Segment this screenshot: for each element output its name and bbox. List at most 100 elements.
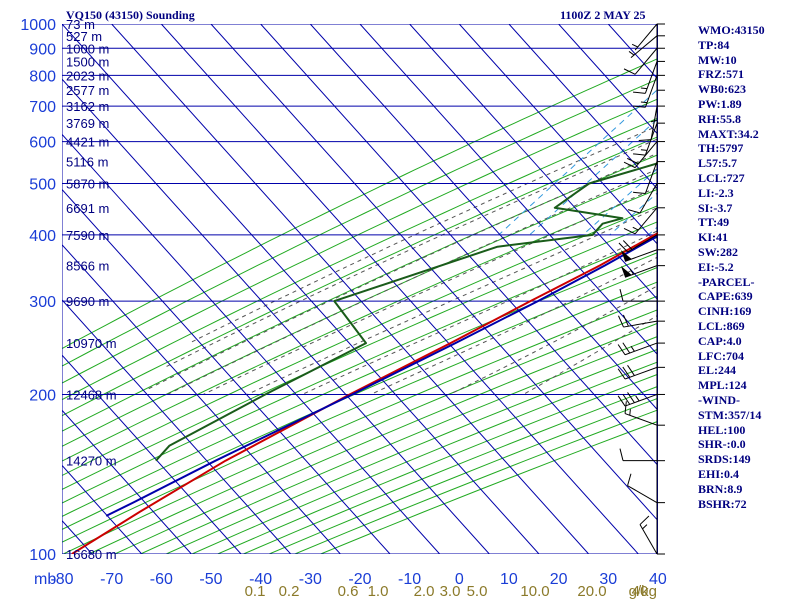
isotherm bbox=[62, 78, 490, 554]
pressure-tick-label: 600 bbox=[29, 135, 56, 152]
dry-adiabat bbox=[87, 309, 658, 554]
pressure-tick-label: 500 bbox=[29, 177, 56, 194]
barb-flag bbox=[618, 315, 624, 328]
pressure-tick-label: 800 bbox=[29, 68, 56, 85]
barb-staff bbox=[634, 23, 658, 51]
barb-staff bbox=[644, 61, 658, 94]
height-label: 1000 m bbox=[66, 41, 109, 56]
barb-half-flag bbox=[629, 409, 631, 416]
index-item: WMO:43150 bbox=[698, 23, 765, 37]
isotherm bbox=[359, 24, 658, 356]
index-item: KI:41 bbox=[698, 230, 728, 245]
wind-barb bbox=[631, 23, 665, 51]
height-label: 10970 m bbox=[66, 336, 117, 351]
barb-flag bbox=[627, 392, 635, 403]
height-label: 3769 m bbox=[66, 116, 109, 131]
pressure-tick-label: 100 bbox=[29, 547, 56, 564]
dry-adiabat bbox=[62, 188, 658, 462]
barb-flag bbox=[622, 314, 629, 327]
profiles bbox=[71, 162, 658, 554]
barb-flag bbox=[638, 139, 652, 141]
mixing-ratio-label: 2.0 bbox=[414, 583, 435, 600]
wind-barb bbox=[633, 74, 665, 108]
index-item: WB0:623 bbox=[698, 82, 746, 97]
wind-barb bbox=[633, 161, 665, 195]
barb-pennant bbox=[620, 250, 632, 262]
barb-staff bbox=[634, 47, 658, 75]
wind-barb bbox=[623, 207, 665, 235]
barb-staff bbox=[630, 35, 658, 59]
isotherm bbox=[409, 24, 658, 301]
barb-flag bbox=[619, 289, 624, 302]
moist-adiabats bbox=[148, 125, 658, 395]
index-item: HEL:100 bbox=[698, 422, 746, 437]
mixing-ratio-label: 20.0 bbox=[577, 583, 606, 600]
barb-staff bbox=[644, 161, 658, 194]
index-item: EI:-5.2 bbox=[698, 259, 734, 274]
barb-staff bbox=[639, 524, 658, 555]
index-item: BRN:8.9 bbox=[698, 481, 743, 496]
barb-half-flag bbox=[635, 395, 640, 402]
barb-flag bbox=[619, 448, 624, 461]
dry-adiabat bbox=[62, 251, 658, 517]
barb-flag bbox=[623, 227, 636, 235]
barb-half-flag bbox=[628, 51, 635, 56]
height-label: 8566 m bbox=[66, 259, 109, 274]
index-item: TT:49 bbox=[698, 215, 730, 230]
index-item: -WIND- bbox=[698, 392, 740, 407]
wind-barb bbox=[633, 60, 665, 94]
isotherm bbox=[62, 133, 441, 554]
index-item: SW:282 bbox=[698, 244, 739, 259]
temperature-tick-label: 0 bbox=[455, 571, 464, 588]
barb-staff bbox=[650, 106, 658, 140]
barb-flag bbox=[617, 395, 626, 407]
height-label: 527 m bbox=[66, 29, 102, 44]
isotherm bbox=[260, 24, 658, 467]
pressure-tick-label: 900 bbox=[29, 41, 56, 58]
temperature-tick-label: 20 bbox=[550, 571, 568, 588]
moist-adiabat bbox=[167, 168, 658, 395]
isotherm bbox=[62, 409, 192, 554]
mixing-ratio-label: 0.2 bbox=[279, 583, 300, 600]
barb-flag bbox=[639, 515, 650, 525]
index-item: LI:-2.3 bbox=[698, 185, 734, 200]
index-item: FRZ:571 bbox=[698, 67, 744, 82]
barb-staff bbox=[627, 234, 658, 253]
isotherm bbox=[558, 24, 658, 136]
barb-flag bbox=[633, 105, 646, 108]
barb-half-flag bbox=[630, 345, 635, 352]
barb-flag bbox=[622, 366, 631, 378]
height-label: 73 m bbox=[66, 17, 95, 32]
barb-half-flag bbox=[642, 524, 648, 530]
height-label: 5870 m bbox=[66, 177, 109, 192]
dry-adiabat bbox=[62, 205, 658, 477]
height-label: 3162 m bbox=[66, 99, 109, 114]
wind-barb bbox=[624, 401, 665, 426]
barb-staff bbox=[624, 413, 658, 426]
temperature-tick-label: -70 bbox=[100, 571, 123, 588]
barb-flag bbox=[617, 368, 626, 380]
index-item: MPL:124 bbox=[698, 378, 747, 393]
isotherm bbox=[210, 24, 658, 522]
wind-barb bbox=[617, 365, 665, 380]
barb-flag bbox=[623, 161, 636, 169]
chart-timestamp: 1100Z 2 MAY 25 bbox=[560, 8, 646, 22]
index-item: EHI:0.4 bbox=[698, 466, 740, 481]
wind-barbs bbox=[617, 23, 665, 555]
barb-staff bbox=[634, 207, 658, 235]
barb-flag bbox=[627, 157, 639, 165]
dry-adiabat bbox=[62, 171, 658, 447]
barb-staff bbox=[624, 366, 658, 380]
isotherm bbox=[62, 24, 540, 554]
height-label: 4421 m bbox=[66, 135, 109, 150]
barb-half-flag bbox=[631, 43, 638, 48]
temperature-tick-label: -60 bbox=[150, 571, 173, 588]
mixing-ratio-label: 40 bbox=[632, 583, 649, 600]
isotherm bbox=[160, 24, 639, 554]
index-item: MAXT:34.2 bbox=[698, 126, 759, 141]
dry-adiabat bbox=[62, 117, 658, 401]
height-label: 12468 m bbox=[66, 387, 117, 402]
wind-barb bbox=[623, 47, 665, 75]
index-item: L57:5.7 bbox=[698, 156, 737, 171]
isotherm bbox=[62, 188, 391, 554]
